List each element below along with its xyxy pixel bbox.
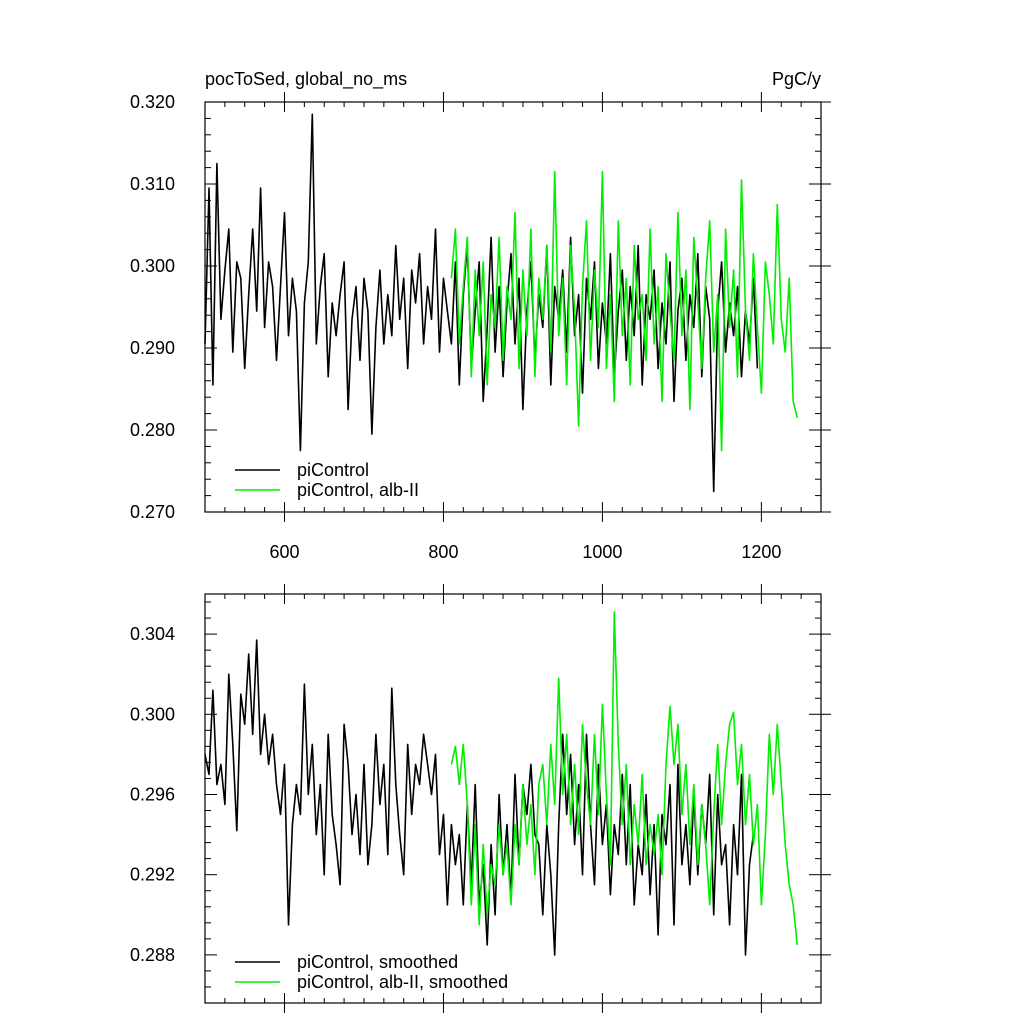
x-tick-label: 600: [269, 542, 299, 562]
series-line-1-1: [450, 611, 798, 945]
bottom-panel: 0.288 0.292 0.296 0.300 0.304 piControl, smo…: [130, 584, 831, 1013]
legend-label-picontrol-alb-ii-smoothed: piControl, alb-II, smoothed: [297, 972, 508, 992]
top-panel: pocToSed, global_no_ms PgC/y 600 800 1000 1…: [130, 69, 831, 562]
y-tick-label: 0.280: [130, 420, 175, 440]
top-series-group: [204, 113, 798, 493]
x-tick-label: 800: [428, 542, 458, 562]
y-tick-label: 0.290: [130, 338, 175, 358]
y-tick-label: 0.292: [130, 865, 175, 885]
plot-frame-1: [204, 593, 822, 1004]
y-tick-label: 0.300: [130, 704, 175, 724]
top-axes: 600 800 1000 1200 0.270 0.280 0.290 0.300 0.310 0…: [130, 92, 831, 562]
x-tick-label: 1000: [582, 542, 622, 562]
legend-label-picontrol: piControl: [297, 460, 369, 480]
y-tick-label: 0.310: [130, 174, 175, 194]
chart-title-left: pocToSed, global_no_ms: [205, 69, 407, 90]
y-tick-label: 0.270: [130, 502, 175, 522]
legend-label-picontrol-alb-ii: piControl, alb-II: [297, 480, 419, 500]
y-tick-label: 0.320: [130, 92, 175, 112]
bottom-axes: 0.288 0.292 0.296 0.300 0.304: [130, 584, 831, 1013]
y-tick-label: 0.288: [130, 945, 175, 965]
y-tick-label: 0.300: [130, 256, 175, 276]
x-tick-label: 1200: [741, 542, 781, 562]
top-legend: piControl piControl, alb-II: [235, 460, 419, 500]
bottom-legend: piControl, smoothed piControl, alb-II, s…: [235, 952, 508, 992]
plot-frame-0: [204, 101, 822, 513]
legend-label-picontrol-smoothed: piControl, smoothed: [297, 952, 458, 972]
series-line-0-1: [450, 170, 798, 452]
bottom-series-group: [204, 611, 798, 956]
series-line-0-0: [204, 113, 759, 493]
chart-title-right: PgC/y: [772, 69, 821, 89]
y-tick-label: 0.304: [130, 624, 175, 644]
y-tick-label: 0.296: [130, 784, 175, 804]
